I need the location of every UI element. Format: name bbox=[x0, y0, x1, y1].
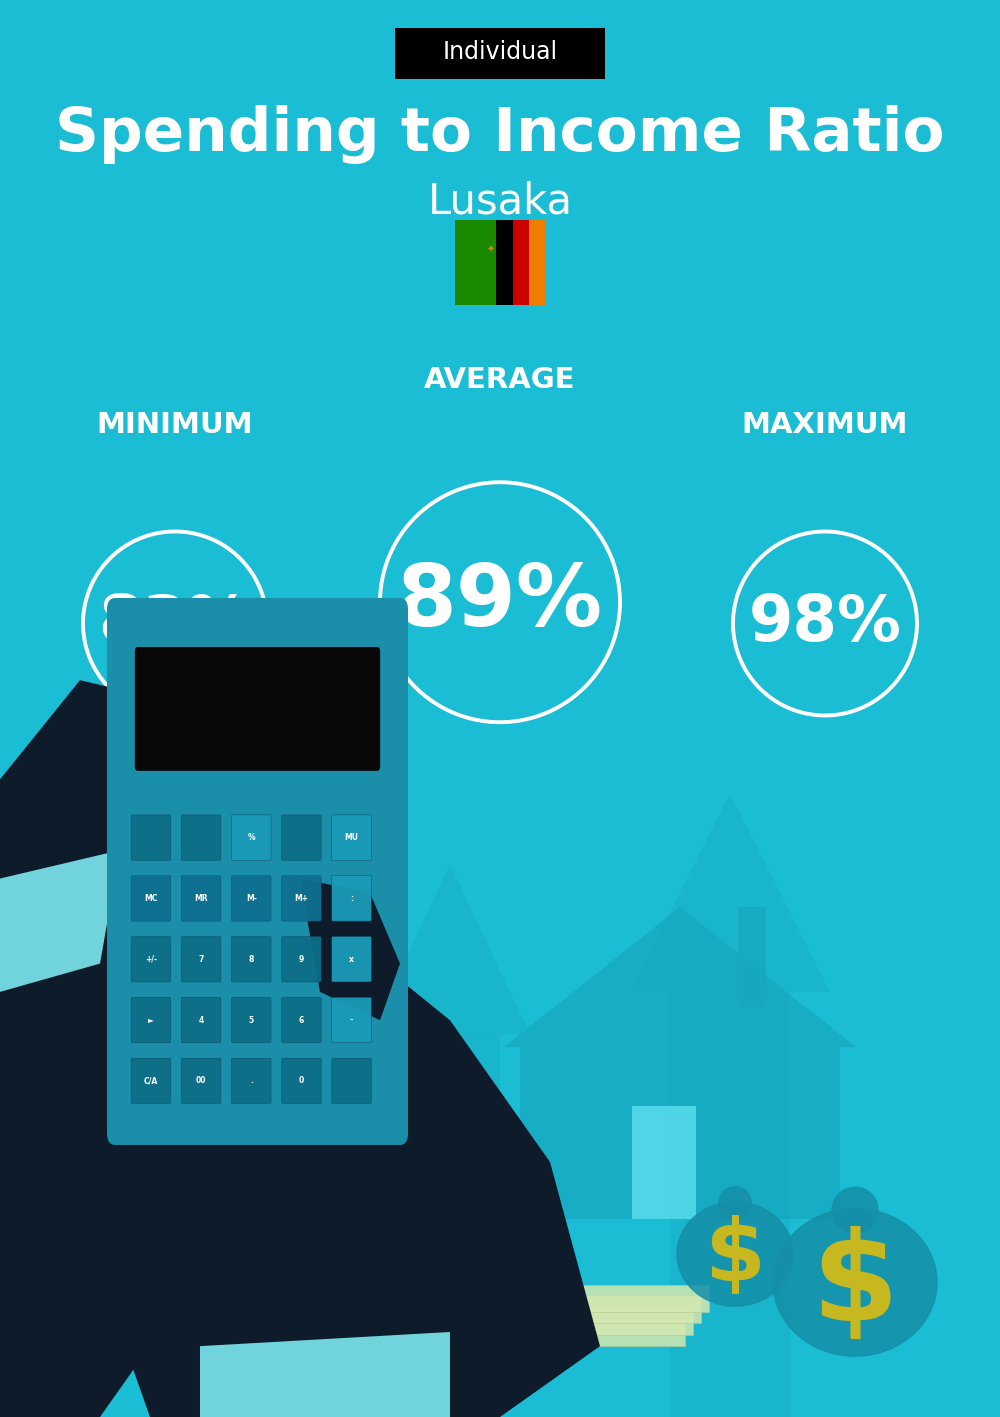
Text: +/-: +/- bbox=[145, 955, 157, 964]
FancyBboxPatch shape bbox=[131, 1058, 171, 1104]
FancyBboxPatch shape bbox=[231, 876, 271, 921]
Text: 8: 8 bbox=[249, 955, 254, 964]
Text: M-: M- bbox=[246, 894, 257, 903]
FancyBboxPatch shape bbox=[513, 220, 529, 305]
Polygon shape bbox=[670, 992, 790, 1417]
Polygon shape bbox=[630, 794, 830, 992]
FancyBboxPatch shape bbox=[395, 28, 605, 79]
FancyBboxPatch shape bbox=[135, 648, 380, 771]
Text: M+: M+ bbox=[294, 894, 308, 903]
Text: C/A: C/A bbox=[144, 1077, 158, 1085]
FancyBboxPatch shape bbox=[529, 220, 545, 305]
FancyBboxPatch shape bbox=[231, 815, 271, 860]
Text: MC: MC bbox=[144, 894, 158, 903]
FancyBboxPatch shape bbox=[496, 220, 513, 305]
Polygon shape bbox=[400, 1034, 500, 1346]
FancyBboxPatch shape bbox=[181, 815, 221, 860]
Text: ►: ► bbox=[148, 1016, 154, 1024]
Text: 0: 0 bbox=[299, 1077, 304, 1085]
Text: 7: 7 bbox=[198, 955, 204, 964]
FancyBboxPatch shape bbox=[282, 876, 321, 921]
FancyBboxPatch shape bbox=[131, 876, 171, 921]
FancyBboxPatch shape bbox=[332, 1058, 371, 1104]
FancyBboxPatch shape bbox=[131, 998, 171, 1043]
FancyBboxPatch shape bbox=[282, 998, 321, 1043]
FancyBboxPatch shape bbox=[332, 815, 371, 860]
FancyBboxPatch shape bbox=[282, 1058, 321, 1104]
FancyBboxPatch shape bbox=[181, 1058, 221, 1104]
FancyBboxPatch shape bbox=[131, 937, 171, 982]
Text: :: : bbox=[350, 894, 353, 903]
Polygon shape bbox=[370, 864, 530, 1034]
Text: 5: 5 bbox=[249, 1016, 254, 1024]
Text: 6: 6 bbox=[299, 1016, 304, 1024]
Polygon shape bbox=[719, 1187, 751, 1219]
Text: Spending to Income Ratio: Spending to Income Ratio bbox=[55, 105, 945, 164]
Polygon shape bbox=[300, 879, 400, 1020]
FancyBboxPatch shape bbox=[231, 937, 271, 982]
FancyBboxPatch shape bbox=[569, 1285, 709, 1312]
Polygon shape bbox=[520, 1047, 840, 1219]
FancyBboxPatch shape bbox=[561, 1297, 701, 1323]
Text: 98%: 98% bbox=[749, 592, 901, 655]
Text: AVERAGE: AVERAGE bbox=[424, 366, 576, 394]
FancyBboxPatch shape bbox=[282, 937, 321, 982]
FancyBboxPatch shape bbox=[632, 1107, 696, 1219]
Text: MAXIMUM: MAXIMUM bbox=[742, 411, 908, 439]
Text: MR: MR bbox=[194, 894, 208, 903]
Polygon shape bbox=[773, 1209, 937, 1356]
FancyBboxPatch shape bbox=[545, 1319, 685, 1346]
FancyBboxPatch shape bbox=[738, 907, 766, 1006]
Text: 83%: 83% bbox=[99, 592, 251, 655]
Text: $: $ bbox=[812, 1226, 898, 1348]
FancyBboxPatch shape bbox=[332, 937, 371, 982]
Text: 00: 00 bbox=[196, 1077, 206, 1085]
FancyBboxPatch shape bbox=[181, 876, 221, 921]
FancyBboxPatch shape bbox=[231, 998, 271, 1043]
Text: Individual: Individual bbox=[442, 41, 558, 64]
Text: -: - bbox=[350, 1016, 353, 1024]
FancyBboxPatch shape bbox=[181, 998, 221, 1043]
Polygon shape bbox=[832, 1187, 878, 1233]
FancyBboxPatch shape bbox=[553, 1308, 693, 1335]
FancyBboxPatch shape bbox=[332, 998, 371, 1043]
FancyBboxPatch shape bbox=[332, 876, 371, 921]
Text: x: x bbox=[349, 955, 354, 964]
FancyBboxPatch shape bbox=[181, 937, 221, 982]
Polygon shape bbox=[0, 850, 120, 992]
Text: MU: MU bbox=[345, 833, 359, 842]
Text: %: % bbox=[247, 833, 255, 842]
Polygon shape bbox=[0, 680, 320, 1417]
Polygon shape bbox=[504, 907, 856, 1047]
FancyBboxPatch shape bbox=[231, 1058, 271, 1104]
Text: 4: 4 bbox=[198, 1016, 204, 1024]
Text: 9: 9 bbox=[299, 955, 304, 964]
Polygon shape bbox=[100, 964, 600, 1417]
Text: MINIMUM: MINIMUM bbox=[97, 411, 253, 439]
FancyBboxPatch shape bbox=[455, 220, 545, 305]
Text: ✦: ✦ bbox=[487, 244, 495, 255]
FancyBboxPatch shape bbox=[131, 815, 171, 860]
Text: 89%: 89% bbox=[397, 561, 603, 643]
Polygon shape bbox=[200, 1332, 450, 1417]
FancyBboxPatch shape bbox=[282, 815, 321, 860]
FancyBboxPatch shape bbox=[107, 598, 408, 1145]
Text: $: $ bbox=[704, 1214, 766, 1299]
Text: .: . bbox=[250, 1077, 253, 1085]
Text: Lusaka: Lusaka bbox=[428, 180, 572, 222]
Polygon shape bbox=[677, 1202, 793, 1306]
